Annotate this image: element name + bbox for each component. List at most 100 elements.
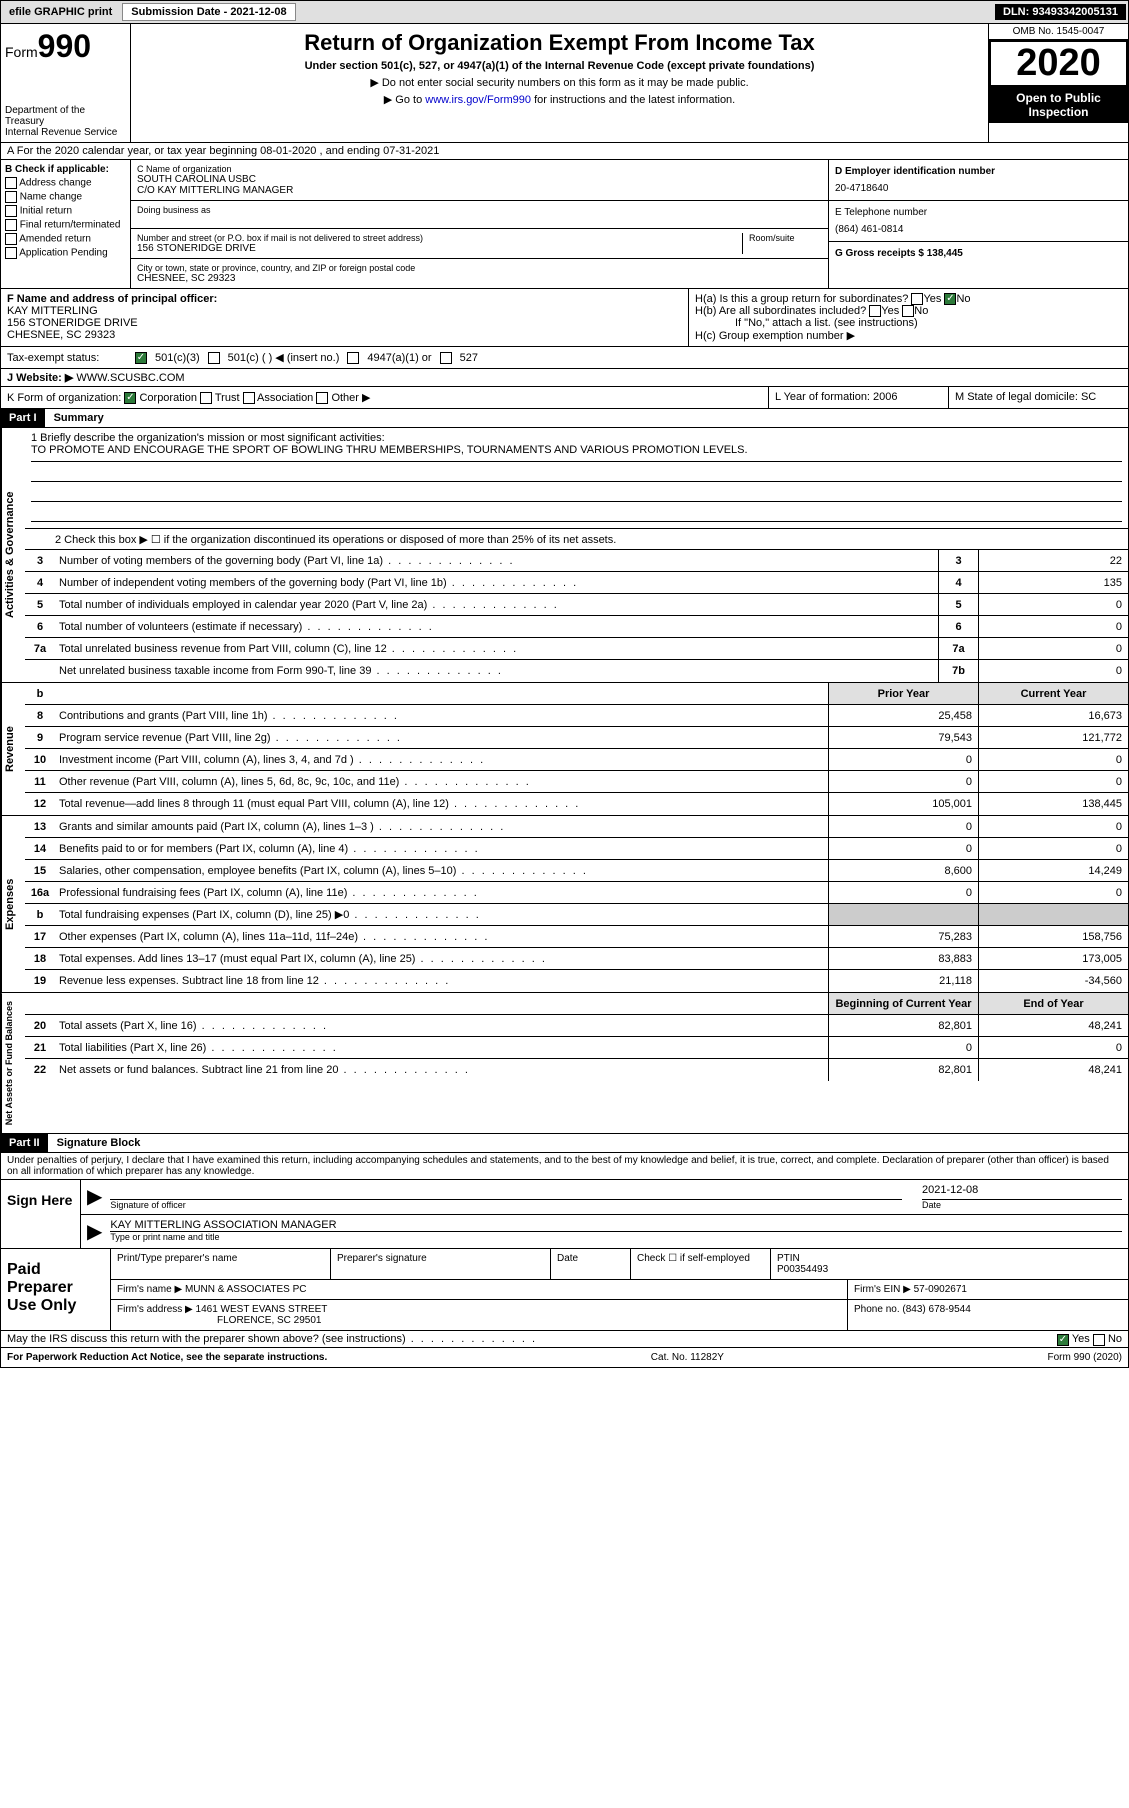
tax-exempt-row: Tax-exempt status: ✓501(c)(3) 501(c) ( )…	[0, 347, 1129, 369]
header-right: OMB No. 1545-0047 2020 Open to Public In…	[988, 24, 1128, 142]
f-label: F Name and address of principal officer:	[7, 293, 682, 305]
form-number: 990	[38, 28, 91, 64]
preparer-name-header: Print/Type preparer's name	[111, 1249, 331, 1279]
i-label: Tax-exempt status:	[7, 352, 127, 364]
part-1-label: Part I	[1, 409, 45, 427]
check-trust[interactable]	[200, 392, 212, 404]
officer-addr1: 156 STONERIDGE DRIVE	[7, 317, 682, 329]
check-name[interactable]: Name change	[5, 191, 126, 203]
discuss-yes[interactable]: ✓	[1057, 1334, 1069, 1346]
check-501c3[interactable]: ✓	[135, 352, 147, 364]
website-row: J Website: ▶ WWW.SCUSBC.COM	[0, 369, 1129, 387]
end-year-header: End of Year	[978, 993, 1128, 1014]
table-row: 22Net assets or fund balances. Subtract …	[25, 1059, 1128, 1081]
check-address[interactable]: Address change	[5, 177, 126, 189]
e-label: E Telephone number	[835, 207, 1122, 218]
cat-no: Cat. No. 11282Y	[651, 1352, 724, 1363]
k-section: K Form of organization: ✓ Corporation Tr…	[1, 387, 768, 408]
hb-note: If "No," attach a list. (see instruction…	[695, 317, 1122, 329]
firm-addr2: FLORENCE, SC 29501	[117, 1315, 322, 1326]
check-4947[interactable]	[347, 352, 359, 364]
check-other[interactable]	[316, 392, 328, 404]
arrow-icon: ▶	[87, 1184, 102, 1210]
sig-date: 2021-12-08	[922, 1184, 1122, 1200]
section-b: B Check if applicable: Address change Na…	[0, 160, 1129, 289]
table-row: 11Other revenue (Part VIII, column (A), …	[25, 771, 1128, 793]
net-assets-label: Net Assets or Fund Balances	[1, 993, 25, 1133]
efile-label: efile GRAPHIC print	[3, 4, 118, 20]
check-assoc[interactable]	[243, 392, 255, 404]
irs-link[interactable]: www.irs.gov/Form990	[425, 94, 531, 106]
hc-line: H(c) Group exemption number ▶	[695, 329, 1122, 342]
revenue-label: Revenue	[1, 683, 25, 815]
table-row: 5Total number of individuals employed in…	[25, 594, 1128, 616]
street-address: 156 STONERIDGE DRIVE	[137, 243, 742, 254]
footer: For Paperwork Reduction Act Notice, see …	[0, 1348, 1129, 1368]
check-527[interactable]	[440, 352, 452, 364]
h-section: H(a) Is this a group return for subordin…	[688, 289, 1128, 346]
governance-section: Activities & Governance 1 Briefly descri…	[0, 428, 1129, 683]
check-501c[interactable]	[208, 352, 220, 364]
part-1-title: Summary	[48, 410, 110, 426]
table-row: 3Number of voting members of the governi…	[25, 550, 1128, 572]
mission-block: 1 Briefly describe the organization's mi…	[25, 428, 1128, 528]
table-row: 12Total revenue—add lines 8 through 11 (…	[25, 793, 1128, 815]
ein-value: 20-4718640	[835, 183, 1122, 194]
discuss-no[interactable]	[1093, 1334, 1105, 1346]
self-employed-check: Check ☐ if self-employed	[631, 1249, 771, 1279]
table-row: 7aTotal unrelated business revenue from …	[25, 638, 1128, 660]
addr-label: Number and street (or P.O. box if mail i…	[137, 233, 742, 243]
j-label: J Website: ▶	[7, 372, 73, 384]
c-label: C Name of organization	[137, 164, 822, 174]
check-applicable: B Check if applicable: Address change Na…	[1, 160, 131, 288]
table-row: 6Total number of volunteers (estimate if…	[25, 616, 1128, 638]
current-year-header: Current Year	[978, 683, 1128, 704]
l-year: L Year of formation: 2006	[768, 387, 948, 408]
section-f-h: F Name and address of principal officer:…	[0, 289, 1129, 347]
begin-year-header: Beginning of Current Year	[828, 993, 978, 1014]
check-final[interactable]: Final return/terminated	[5, 219, 126, 231]
check-initial[interactable]: Initial return	[5, 205, 126, 217]
officer-name: KAY MITTERLING	[7, 305, 682, 317]
firm-addr1: 1461 WEST EVANS STREET	[196, 1304, 328, 1315]
header-left: Form990 Department of the Treasury Inter…	[1, 24, 131, 142]
firm-phone: (843) 678-9544	[902, 1304, 970, 1315]
check-amended[interactable]: Amended return	[5, 233, 126, 245]
table-row: 4Number of independent voting members of…	[25, 572, 1128, 594]
ptin-value: P00354493	[777, 1264, 1122, 1275]
top-bar: efile GRAPHIC print Submission Date - 20…	[0, 0, 1129, 24]
phone-value: (864) 461-0814	[835, 224, 1122, 235]
declaration: Under penalties of perjury, I declare th…	[0, 1153, 1129, 1180]
submission-date: Submission Date - 2021-12-08	[122, 3, 295, 21]
discuss-row: May the IRS discuss this return with the…	[0, 1331, 1129, 1348]
officer-print-name: KAY MITTERLING ASSOCIATION MANAGER	[110, 1219, 1122, 1232]
firm-ein: 57-0902671	[914, 1284, 967, 1295]
table-row: 21Total liabilities (Part X, line 26)00	[25, 1037, 1128, 1059]
q2-label: 2 Check this box ▶ ☐ if the organization…	[25, 531, 1128, 548]
form-subtitle: Under section 501(c), 527, or 4947(a)(1)…	[137, 60, 982, 72]
pra-notice: For Paperwork Reduction Act Notice, see …	[7, 1352, 327, 1363]
row-klm: K Form of organization: ✓ Corporation Tr…	[0, 387, 1129, 409]
form-ref: Form 990 (2020)	[1048, 1352, 1122, 1363]
org-name: SOUTH CAROLINA USBC	[137, 174, 822, 185]
table-row: bTotal fundraising expenses (Part IX, co…	[25, 904, 1128, 926]
discuss-question: May the IRS discuss this return with the…	[7, 1333, 537, 1345]
hb-line: H(b) Are all subordinates included? Yes …	[695, 305, 1122, 317]
preparer-date-header: Date	[551, 1249, 631, 1279]
ptin-label: PTIN	[777, 1253, 1122, 1264]
omb-number: OMB No. 1545-0047	[989, 24, 1128, 40]
right-info: D Employer identification number 20-4718…	[828, 160, 1128, 288]
table-row: 17Other expenses (Part IX, column (A), l…	[25, 926, 1128, 948]
net-assets-section: Net Assets or Fund Balances Beginning of…	[0, 993, 1129, 1134]
revenue-section: Revenue b Prior Year Current Year 8Contr…	[0, 683, 1129, 816]
table-row: 15Salaries, other compensation, employee…	[25, 860, 1128, 882]
principal-officer: F Name and address of principal officer:…	[1, 289, 688, 346]
note2-post: for instructions and the latest informat…	[531, 94, 735, 106]
table-row: 13Grants and similar amounts paid (Part …	[25, 816, 1128, 838]
arrow-icon: ▶	[87, 1219, 102, 1244]
check-pending[interactable]: Application Pending	[5, 247, 126, 259]
check-corp[interactable]: ✓	[124, 392, 136, 404]
form-header: Form990 Department of the Treasury Inter…	[0, 24, 1129, 143]
table-row: 20Total assets (Part X, line 16)82,80148…	[25, 1015, 1128, 1037]
b-label: B Check if applicable:	[5, 164, 126, 175]
